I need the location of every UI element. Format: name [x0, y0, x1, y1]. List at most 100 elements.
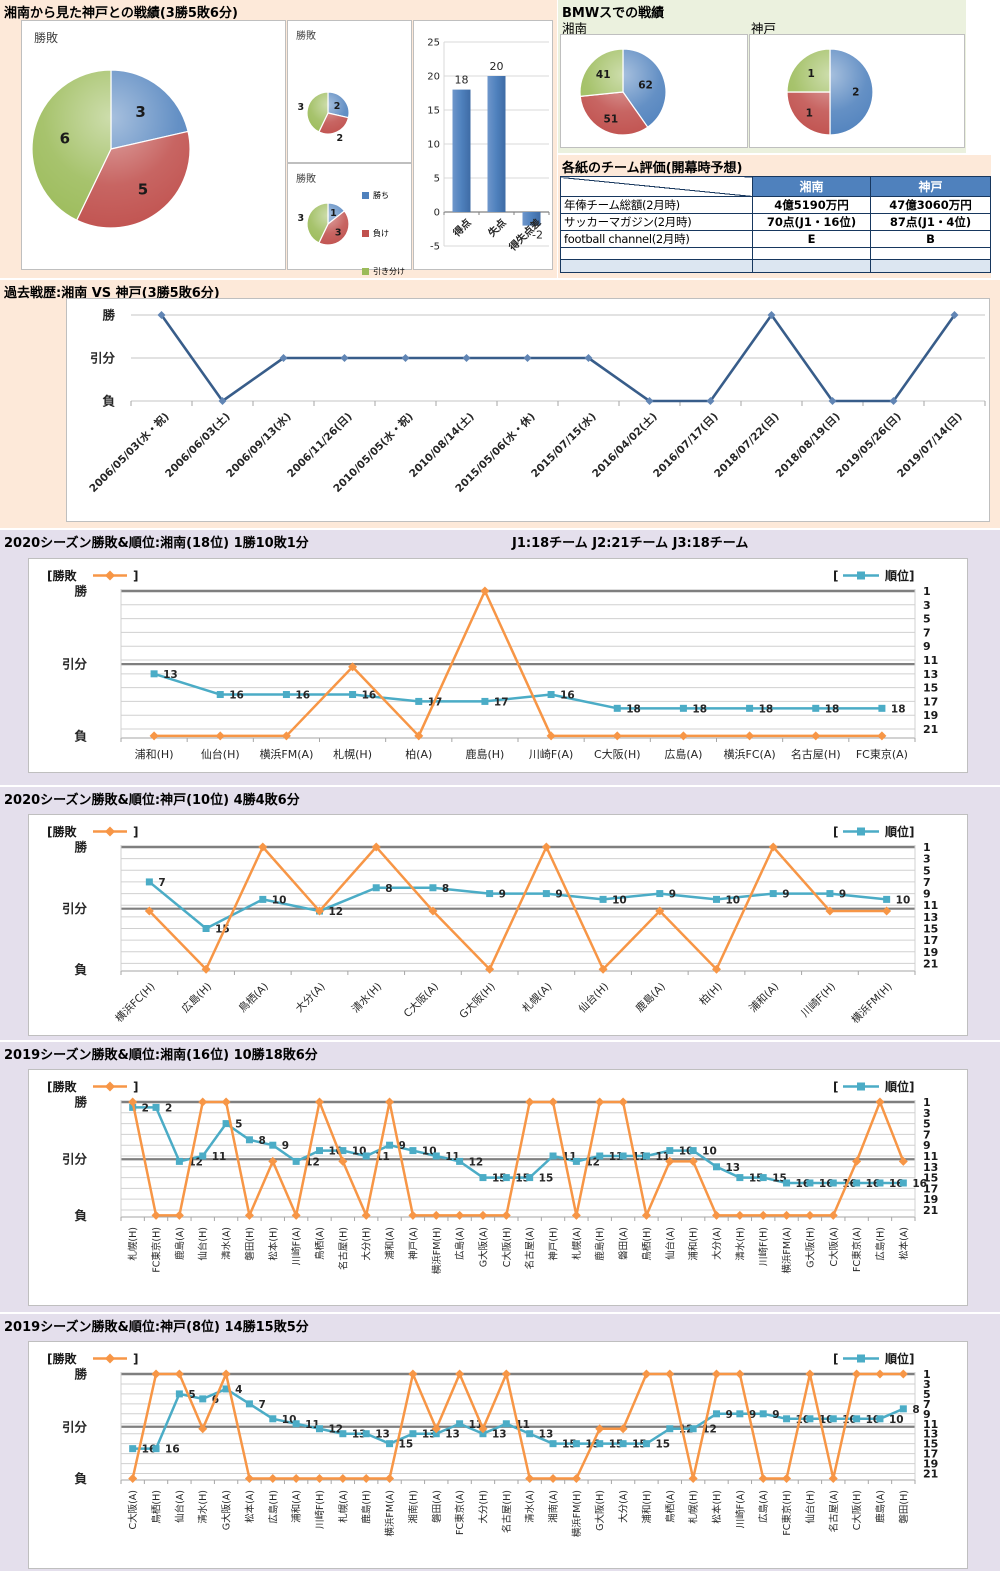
match-history-line-chart: 勝引分負2006/05/03(水・祝)2006/06/03(土)2006/09/… — [87, 308, 986, 495]
rank-value-label: 8 — [385, 883, 392, 895]
legend-swatch-icon — [362, 230, 369, 237]
x-axis-match-label: 横浜FM(H) — [431, 1227, 443, 1274]
x-axis-match-label: 大分(H) — [361, 1227, 373, 1261]
winloss-data-point — [174, 1210, 184, 1220]
season-2019-kobe-chart-panel: [勝敗][順位] 1 3 5 7 9 11 13 15 17 19 21 勝引分負 16 16 5 6 4 7 10 1… — [28, 1341, 968, 1569]
history-data-point — [767, 311, 776, 319]
x-axis-match-label: 広島(A) — [664, 747, 702, 761]
rank-line — [153, 672, 882, 710]
rank-value-label: 16 — [560, 690, 575, 702]
rank-value-label: 18 — [891, 703, 906, 715]
rank-data-point — [479, 1174, 487, 1182]
pie-slice-label: 5 — [138, 180, 148, 198]
x-axis-date-label: 2018/07/22(日) — [712, 411, 781, 480]
rank-legend-label: 順位] — [884, 568, 915, 583]
x-axis-match-label: 横浜FM(H) — [849, 980, 895, 1026]
winloss-data-point — [315, 1474, 324, 1484]
x-axis-match-label: 浦和(A) — [384, 1227, 396, 1260]
x-axis-match-label: 清水(H) — [734, 1227, 746, 1261]
rank-data-point — [812, 704, 820, 712]
x-axis-match-label: G大阪(H) — [804, 1227, 816, 1268]
rank-data-point — [619, 1440, 627, 1448]
rank-legend-label: 順位] — [884, 1351, 915, 1366]
rank-value-label: 10 — [272, 894, 287, 906]
winloss-data-point — [852, 1156, 862, 1166]
history-data-point — [401, 354, 410, 362]
y-axis-level-label: 負 — [102, 394, 115, 409]
rank-data-point — [549, 1440, 557, 1448]
result-axis-label: 勝 — [74, 1367, 87, 1382]
bar — [522, 212, 541, 226]
table-header-row: 湘南 神戸 — [560, 176, 991, 197]
rank-value-label: 10 — [702, 1146, 717, 1158]
rank-legend-bracket: [ — [833, 1352, 838, 1366]
x-axis-match-label: 鹿島(H) — [594, 1227, 606, 1261]
x-axis-match-label: 川崎F(H) — [798, 980, 838, 1020]
rank-data-point — [656, 890, 664, 898]
winloss-data-point — [348, 662, 358, 672]
rank-data-point — [572, 1157, 580, 1165]
rank-value-label: 16 — [229, 690, 244, 702]
rank-axis-tick-label: 9 — [923, 1408, 931, 1421]
x-axis-match-label: 清水(H) — [197, 1490, 209, 1524]
rank-axis-tick-label: 13 — [923, 911, 938, 924]
rank-data-point — [409, 1430, 417, 1438]
league-team-count-note: J1:18チーム J2:21チーム J3:18チーム — [512, 536, 749, 551]
winloss-data-point — [151, 1369, 161, 1379]
winloss-data-point — [548, 1474, 558, 1484]
winloss-data-point — [501, 1210, 511, 1220]
winloss-data-point — [258, 842, 268, 852]
legend-item: 負け — [362, 228, 389, 239]
x-axis-match-label: 大分(A) — [293, 980, 328, 1015]
winloss-data-point — [198, 1097, 208, 1107]
y-axis-tick-label: 15 — [427, 106, 440, 117]
rank-data-point — [362, 1152, 370, 1160]
rank-value-label: 9 — [839, 889, 846, 901]
rank-data-point — [362, 1430, 370, 1438]
rank-value-label: 10 — [612, 894, 627, 906]
season-2020-shonan-chart-panel: [勝敗][順位] 1 3 5 7 9 11 13 15 17 19 21 勝引分負 13 16 16 16 17 1… — [28, 558, 968, 773]
winloss-data-point — [641, 1369, 651, 1379]
x-axis-match-label: G大阪(A) — [221, 1490, 233, 1530]
rank-value-label: 9 — [782, 889, 789, 901]
winloss-data-point — [128, 1474, 138, 1484]
winloss-data-point — [875, 1097, 885, 1107]
rank-axis-tick-label: 9 — [923, 1139, 931, 1152]
history-data-point — [828, 397, 837, 405]
bar-value-label: -2 — [532, 229, 543, 242]
pie-slice-label: 41 — [596, 69, 611, 81]
x-axis-match-label: 名古屋(A) — [828, 1490, 840, 1532]
winloss-data-point — [665, 1156, 675, 1166]
section-match-history: 過去戦歴:湘南 VS 神戸(3勝5敗6分) 勝引分負 2006/05/03(水・祝… — [0, 278, 1000, 528]
rank-data-point — [129, 1445, 137, 1453]
x-axis-match-label: 鳥栖(A) — [664, 1490, 676, 1523]
rank-data-point — [542, 890, 550, 898]
rank-legend-bracket: [ — [833, 825, 838, 839]
winloss-data-point — [875, 1369, 885, 1379]
rank-data-point — [479, 1430, 487, 1438]
winloss-data-point — [612, 731, 622, 741]
chart-title: 勝敗 — [296, 174, 316, 185]
rank-data-point — [759, 1410, 767, 1418]
rank-data-point — [783, 1179, 791, 1187]
bmw-kobe-pie-chart: 2 1 1 — [786, 48, 874, 136]
table-column-header: 神戸 — [870, 176, 991, 197]
season-2019-kobe-title: 2019シーズン勝敗&順位:神戸(8位) 14勝15敗5分 — [4, 1320, 309, 1335]
rank-value-label: 13 — [445, 1429, 460, 1441]
history-data-point — [279, 354, 288, 362]
winloss-data-point — [571, 1210, 581, 1220]
bar-value-label: 20 — [490, 60, 504, 73]
rank-data-point — [175, 1157, 183, 1165]
x-axis-match-label: FC東京(A) — [851, 1227, 863, 1272]
rank-data-point — [429, 884, 437, 892]
table-cell — [870, 259, 991, 273]
x-axis-match-label: 磐田(H) — [898, 1490, 910, 1524]
x-axis-match-label: 広島(H) — [267, 1490, 279, 1524]
rank-value-label: 17 — [494, 696, 509, 708]
winloss-data-point — [281, 731, 291, 741]
